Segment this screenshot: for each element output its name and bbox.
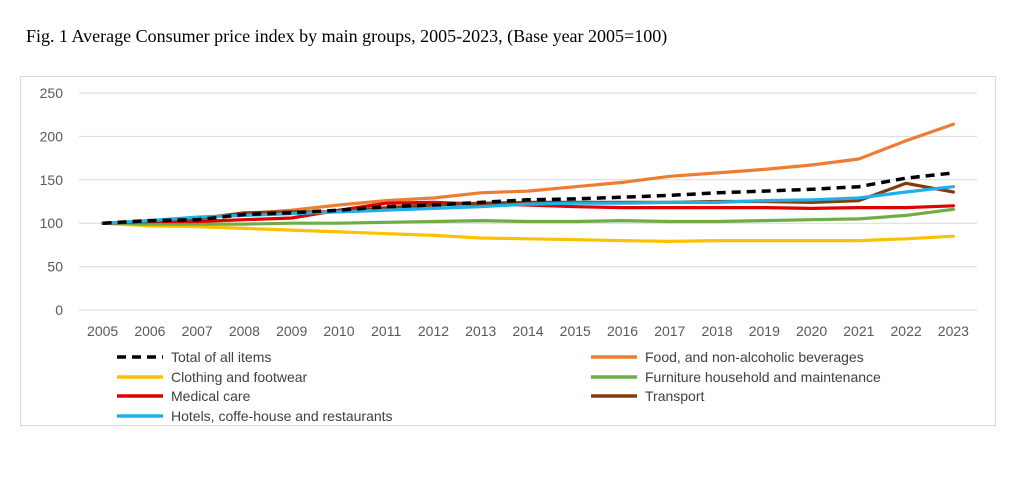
series-lines bbox=[100, 122, 956, 243]
x-tick-label: 2019 bbox=[749, 323, 780, 339]
x-tick-label: 2023 bbox=[938, 323, 969, 339]
x-tick-label: 2009 bbox=[276, 323, 307, 339]
x-tick-label: 2017 bbox=[654, 323, 685, 339]
x-tick-label: 2011 bbox=[371, 323, 401, 339]
y-axis-ticks: 0 50 100 150 200 250 bbox=[40, 85, 64, 318]
series-line-0 bbox=[102, 171, 954, 225]
x-tick-label: 2014 bbox=[512, 323, 543, 339]
x-axis-ticks: 2005 2006 2007 2008 2009 2010 2011 2012 2013 2014… bbox=[87, 323, 969, 339]
x-tick-label: 2021 bbox=[843, 323, 874, 339]
x-tick-label: 2020 bbox=[796, 323, 827, 339]
x-tick-label: 2012 bbox=[418, 323, 449, 339]
x-tick-label: 2018 bbox=[701, 323, 732, 339]
y-tick-label: 250 bbox=[40, 85, 64, 101]
y-tick-label: 150 bbox=[40, 172, 64, 188]
legend-label-5: Transport bbox=[645, 388, 705, 404]
x-tick-label: 2013 bbox=[465, 323, 496, 339]
series-line-3 bbox=[100, 207, 956, 226]
legend-label-2: Clothing and footwear bbox=[171, 369, 308, 385]
x-tick-label: 2006 bbox=[134, 323, 165, 339]
figure-title: Fig. 1 Average Consumer price index by m… bbox=[26, 26, 668, 46]
line-chart: 0 50 100 150 200 250 2005 2006 2007 2008 2009 2010… bbox=[40, 85, 977, 424]
y-tick-label: 50 bbox=[47, 259, 63, 275]
x-tick-label: 2010 bbox=[323, 323, 354, 339]
y-tick-label: 200 bbox=[40, 128, 64, 144]
legend-label-1: Food, and non-alcoholic beverages bbox=[645, 349, 864, 365]
legend-label-0: Total of all items bbox=[171, 349, 271, 365]
legend-label-3: Furniture household and maintenance bbox=[645, 369, 881, 385]
legend-label-6: Hotels, coffe-house and restaurants bbox=[171, 408, 393, 424]
x-tick-label: 2008 bbox=[229, 323, 260, 339]
x-tick-label: 2016 bbox=[607, 323, 638, 339]
y-tick-label: 100 bbox=[40, 215, 64, 231]
legend-label-4: Medical care bbox=[171, 388, 251, 404]
x-tick-label: 2005 bbox=[87, 323, 118, 339]
legend: Total of all items Food, and non-alcoholi… bbox=[117, 349, 881, 424]
y-tick-label: 0 bbox=[55, 302, 63, 318]
x-tick-label: 2015 bbox=[560, 323, 591, 339]
series-line-2 bbox=[100, 221, 956, 243]
x-tick-label: 2007 bbox=[182, 323, 213, 339]
chart-frame: 0 50 100 150 200 250 2005 2006 2007 2008 2009 2010… bbox=[20, 76, 996, 426]
x-tick-label: 2022 bbox=[891, 323, 922, 339]
